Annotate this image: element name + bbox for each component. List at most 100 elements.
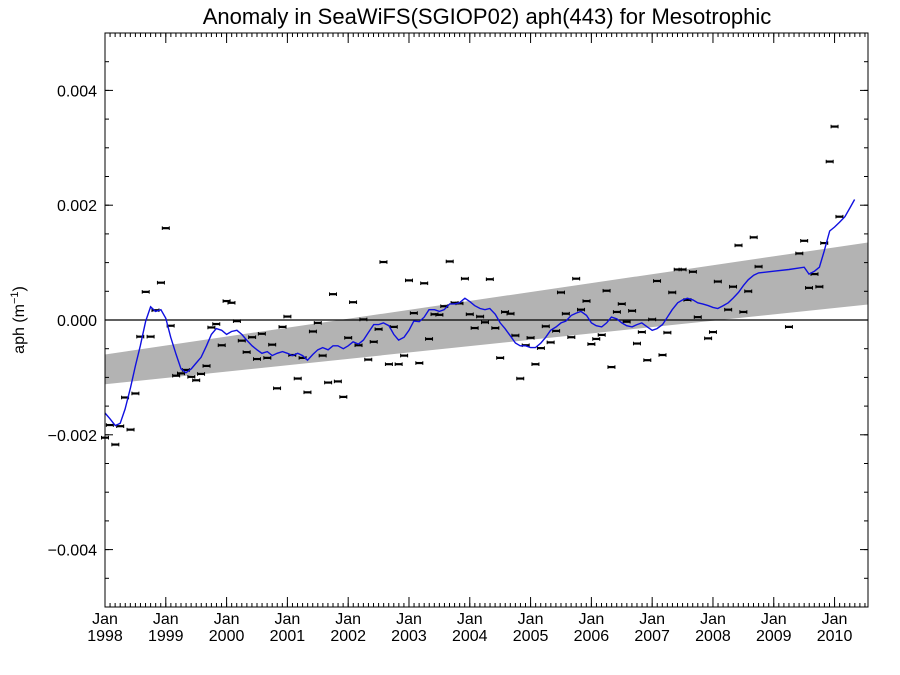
data-point: [739, 310, 748, 314]
y-tick-label: 0.000: [57, 313, 97, 330]
data-point: [460, 276, 469, 281]
x-tick-label-month: Jan: [639, 611, 665, 628]
data-point: [582, 299, 591, 303]
data-point: [354, 343, 363, 348]
data-point: [744, 289, 753, 294]
data-point: [607, 365, 616, 369]
x-tick-label-year: 1999: [148, 628, 184, 645]
data-point: [263, 356, 272, 360]
data-point: [384, 362, 393, 366]
data-point: [394, 362, 403, 366]
data-point: [470, 326, 479, 330]
data-point: [602, 288, 611, 293]
data-point: [536, 346, 545, 350]
data-point: [729, 284, 738, 289]
data-point: [724, 307, 733, 312]
data-point: [212, 322, 221, 326]
chart-title: Anomaly in SeaWiFS(SGIOP02) aph(443) for…: [203, 4, 772, 29]
x-tick-label-month: Jan: [578, 611, 604, 628]
plot-area: 0.0040.0020.000−0.002−0.004Jan1998Jan199…: [48, 32, 869, 645]
data-point: [126, 427, 135, 432]
data-point: [628, 309, 637, 313]
data-point: [511, 333, 520, 338]
x-tick-label-year: 1998: [87, 628, 123, 645]
smoothed-series-line: [104, 199, 856, 427]
data-point: [835, 214, 844, 219]
data-point: [653, 279, 662, 283]
data-point: [561, 311, 570, 316]
data-point: [379, 260, 388, 264]
data-point: [187, 375, 196, 379]
data-point: [404, 278, 413, 283]
data-point: [146, 334, 155, 339]
data-point: [232, 319, 241, 323]
data-point: [784, 325, 793, 329]
x-tick-label-month: Jan: [274, 611, 300, 628]
y-tick-label: 0.002: [57, 198, 97, 215]
data-point: [197, 372, 206, 376]
data-point: [425, 337, 434, 341]
data-point: [359, 317, 368, 322]
data-point: [227, 300, 236, 305]
data-point: [480, 320, 489, 325]
data-point: [516, 376, 525, 381]
data-point: [632, 341, 641, 346]
data-point: [257, 331, 266, 336]
x-tick-label-year: 2005: [513, 628, 549, 645]
data-point: [161, 226, 170, 230]
x-tick-label-month: Jan: [822, 611, 848, 628]
data-point: [369, 340, 378, 344]
data-point: [754, 264, 763, 269]
x-tick-label-year: 2006: [574, 628, 610, 645]
data-point: [207, 325, 216, 330]
data-point: [546, 340, 555, 345]
data-point: [597, 333, 606, 337]
data-point: [663, 330, 672, 335]
data-point: [420, 281, 429, 286]
x-tick-label-year: 2003: [391, 628, 427, 645]
data-point: [830, 124, 839, 129]
x-tick-label-year: 2002: [330, 628, 366, 645]
data-point: [572, 276, 581, 281]
data-point: [400, 353, 409, 358]
data-point: [556, 290, 565, 295]
data-point: [592, 337, 601, 341]
data-point: [485, 277, 494, 282]
y-tick-label: −0.004: [48, 543, 97, 560]
data-point: [465, 312, 474, 317]
data-point: [131, 391, 140, 396]
data-point: [617, 302, 626, 306]
data-point: [344, 335, 353, 340]
data-point: [805, 286, 814, 290]
data-point: [825, 159, 834, 164]
x-tick-label-year: 2008: [695, 628, 731, 645]
data-point: [476, 314, 485, 319]
data-point: [708, 330, 717, 334]
data-point: [415, 361, 424, 365]
data-point: [283, 314, 292, 319]
data-point: [734, 243, 743, 248]
data-point: [303, 390, 312, 395]
data-point: [318, 353, 327, 358]
x-tick-label-year: 2001: [270, 628, 306, 645]
data-point: [324, 380, 333, 385]
x-tick-label-month: Jan: [92, 611, 118, 628]
data-point: [105, 423, 114, 427]
data-point: [278, 325, 287, 329]
data-point: [242, 350, 251, 354]
data-point: [688, 269, 697, 274]
data-point: [313, 321, 322, 325]
data-point: [658, 353, 667, 357]
x-tick-label-year: 2004: [452, 628, 488, 645]
data-point: [795, 251, 804, 256]
data-point: [577, 307, 586, 312]
y-tick-label: 0.004: [57, 83, 97, 100]
x-tick-label-month: Jan: [761, 611, 787, 628]
x-tick-label-month: Jan: [457, 611, 483, 628]
x-tick-label-month: Jan: [518, 611, 544, 628]
data-point: [156, 280, 165, 285]
data-point: [364, 357, 373, 362]
x-tick-label-month: Jan: [335, 611, 361, 628]
x-tick-label-month: Jan: [153, 611, 179, 628]
